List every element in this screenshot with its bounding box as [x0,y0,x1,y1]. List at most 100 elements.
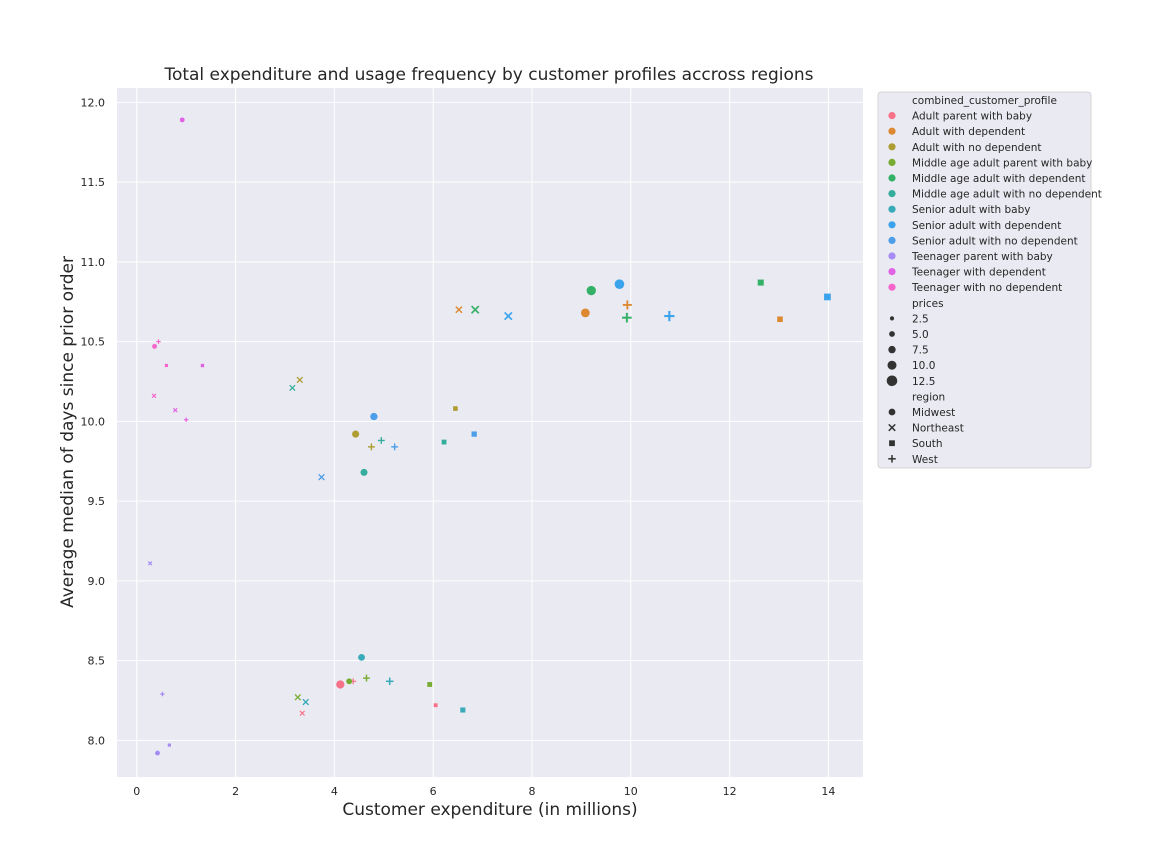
legend-entry: Adult parent with baby [912,111,1032,123]
data-point [433,703,438,708]
legend-size-entry: 5.0 [912,329,929,341]
data-point [460,707,466,713]
data-point [614,279,625,289]
data-point [183,417,189,422]
legend-marker [888,174,896,182]
legend-region-entry: South [912,438,943,450]
data-point [367,443,375,451]
legend-entry: Teenager with dependent [911,267,1046,279]
data-point [360,468,368,476]
data-point [336,680,345,689]
data-point [200,363,205,368]
legend-entry: Senior adult with dependent [912,220,1061,232]
data-point [302,698,310,706]
data-point [160,691,165,697]
data-point [358,653,365,661]
legend-size-entry: 2.5 [912,313,929,325]
legend-marker [888,127,896,135]
y-tick-label: 8.0 [88,734,106,747]
data-point [757,279,764,286]
data-point [427,682,433,687]
data-point [586,285,596,296]
legend-entry: Adult with dependent [912,126,1025,138]
legend-entry: Senior adult with baby [912,204,1031,216]
x-tick-label: 2 [232,785,239,798]
legend-size-marker [889,331,895,337]
legend-marker [888,283,896,291]
data-point [363,674,370,682]
data-point [352,430,360,438]
data-point [147,561,153,566]
y-tick-label: 12.0 [81,96,106,109]
legend-size-title: prices [912,298,944,310]
legend-marker [888,112,896,120]
legend-marker [888,158,896,166]
legend-marker [888,205,896,213]
data-point [318,473,325,481]
x-axis-label: Customer expenditure (in millions) [342,800,637,820]
x-tick-label: 4 [331,785,338,798]
x-tick-label: 14 [821,785,835,798]
data-point [664,310,675,322]
grid-lines [117,88,863,777]
x-tick-label: 12 [723,785,737,798]
data-point [156,339,161,344]
data-point [294,693,302,701]
y-axis-label: Average median of days since prior order [58,256,78,608]
x-tick-label: 10 [624,785,638,798]
legend-size-marker [886,375,898,387]
data-point [777,316,783,323]
y-tick-label: 11.0 [81,256,106,269]
legend-marker [888,221,896,229]
data-point [824,293,831,301]
x-axis-ticks: 0 2 4 6 8 10 12 14 [133,785,835,798]
legend-entry: Middle age adult parent with baby [912,157,1092,169]
y-tick-label: 9.0 [88,575,106,588]
data-point [179,117,185,123]
legend-style-title: region [912,391,945,403]
data-point [391,443,399,451]
legend-marker [888,268,896,276]
data-point [155,750,160,756]
data-point [504,311,513,321]
data-point [299,710,305,716]
data-point [172,407,178,413]
legend-entry: Senior adult with no dependent [912,235,1078,247]
data-point [453,406,458,411]
data-point [622,312,632,323]
legend-region-entry: Northeast [912,423,964,435]
y-tick-label: 8.5 [88,655,106,668]
y-tick-label: 10.0 [81,415,106,428]
legend-region-entry: Midwest [912,407,955,419]
legend-size-entry: 12.5 [912,376,935,388]
data-point [164,363,168,368]
legend-entry: Middle age adult with no dependent [912,189,1102,201]
data-point [167,743,171,747]
y-tick-label: 10.5 [81,336,106,349]
legend-entry: Adult with no dependent [912,142,1042,154]
legend-size-entry: 10.0 [912,360,935,372]
data-point [441,439,447,445]
plot-area [117,88,863,777]
legend: combined_customer_profile Adult parent wi… [877,91,1102,469]
x-tick-label: 8 [528,785,535,798]
data-point [346,678,353,685]
legend-marker [888,143,896,151]
legend-size-marker [889,316,895,321]
data-points [147,117,831,756]
data-point [455,306,463,314]
data-point [470,305,480,314]
data-point [622,300,632,310]
x-tick-label: 6 [430,785,437,798]
data-point [370,412,378,421]
legend-region-marker [888,408,896,416]
data-point [296,376,304,384]
data-point [377,437,385,444]
legend-size-marker [887,360,897,370]
legend-size-marker [888,345,896,354]
x-tick-label: 0 [133,785,140,798]
legend-entry: Teenager parent with baby [911,251,1053,263]
legend-hue-title: combined_customer_profile [912,95,1057,107]
data-point [385,677,394,686]
